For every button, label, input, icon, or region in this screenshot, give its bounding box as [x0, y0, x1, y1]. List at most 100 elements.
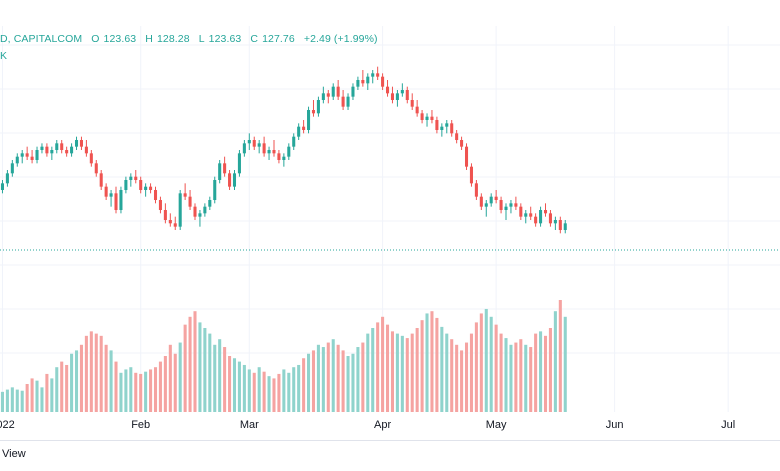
volume-bar [94, 333, 98, 412]
volume-bar [292, 367, 296, 412]
legend-high-label: H [145, 33, 153, 45]
legend-open-label: O [91, 33, 100, 45]
candle-body [45, 146, 49, 154]
volume-bar [381, 316, 385, 412]
volume-bar [25, 384, 29, 412]
candle-body [425, 116, 429, 120]
candle-body [163, 210, 167, 220]
candle-body [173, 223, 177, 227]
legend-low-value: 123.63 [208, 33, 242, 45]
volume-bar [173, 353, 177, 412]
volume-bar [539, 331, 543, 412]
volume-bar [124, 369, 128, 412]
volume-bar [70, 353, 74, 412]
candle-body [242, 143, 246, 154]
candle-body [435, 120, 439, 130]
price-volume-chart[interactable]: 2022 Feb Mar Apr May Jun Jul [0, 26, 780, 440]
volume-bar [558, 300, 562, 412]
volume-bar [302, 358, 306, 412]
volume-bar [450, 339, 454, 412]
candlestick-series [0, 66, 567, 234]
candle-body [351, 86, 355, 97]
volume-bar [193, 311, 197, 412]
candle-body [74, 140, 79, 147]
volume-bar [321, 347, 325, 412]
candle-body [237, 153, 241, 174]
candle-body [188, 196, 192, 207]
candle-body [553, 220, 557, 224]
volume-bar [430, 311, 434, 412]
candle-body [440, 126, 444, 130]
volume-bar [203, 328, 207, 412]
volume-bar [336, 344, 340, 412]
volume-bar [415, 328, 419, 412]
candle-body [149, 186, 153, 190]
candle-body [15, 156, 19, 164]
volume-bar [371, 328, 375, 412]
candle-body [489, 196, 493, 204]
volume-bar [247, 369, 251, 412]
volume-bar [297, 364, 301, 412]
candle-body [326, 93, 330, 97]
candle-body [464, 146, 469, 167]
candle-body [529, 213, 533, 217]
candle-body [445, 123, 449, 127]
volume-bar [237, 361, 241, 412]
volume-bar [341, 350, 345, 412]
volume-bar [40, 387, 44, 412]
volume-bar [390, 331, 394, 412]
legend-high-value: 128.28 [156, 33, 190, 45]
volume-bar [400, 335, 404, 412]
candle-body [558, 220, 562, 230]
time-axis: 2022 Feb Mar Apr May Jun Jul [0, 419, 735, 431]
candle-body [262, 143, 266, 154]
volume-bar [267, 376, 271, 412]
candle-body [267, 150, 271, 154]
candle-body [524, 213, 528, 217]
volume-bar [386, 324, 390, 412]
volume-bar [74, 350, 79, 412]
volume-bar [188, 316, 192, 412]
volume-bar [272, 378, 276, 412]
volume-bar [104, 344, 108, 412]
volume-bar [356, 347, 360, 412]
candle-body [35, 150, 39, 160]
volume-bar [548, 328, 552, 412]
legend-close-label: C [250, 33, 259, 45]
candle-body [144, 186, 148, 190]
candle-body [469, 166, 473, 184]
volume-bar [514, 342, 518, 412]
volume-bar [326, 342, 330, 412]
volume-bar [331, 339, 335, 412]
candle-body [539, 210, 543, 224]
candle-body [25, 153, 29, 157]
candle-body [386, 86, 390, 94]
candle-body [65, 150, 69, 154]
time-axis-tick-label: May [486, 419, 507, 431]
volume-bar [316, 344, 320, 412]
volume-bar [158, 361, 162, 412]
candle-body [331, 86, 335, 97]
volume-bar [455, 344, 459, 412]
volume-bar [376, 322, 380, 412]
volume-bar [440, 326, 444, 412]
volume-bar [228, 356, 232, 412]
candle-body [514, 203, 518, 207]
candle-body [252, 140, 256, 147]
candle-body [60, 143, 64, 150]
volume-bar [361, 342, 365, 412]
footer-view-label[interactable]: View [2, 448, 26, 460]
candle-body [193, 206, 197, 217]
candle-body [366, 76, 370, 84]
volume-bar [553, 311, 557, 412]
volume-bar [218, 339, 222, 412]
candle-body [228, 173, 232, 187]
volume-bar [242, 364, 246, 412]
volume-bar [84, 335, 88, 412]
candle-body [371, 73, 375, 77]
volume-bar [20, 390, 24, 412]
candle-body [460, 140, 464, 147]
candle-body [415, 106, 419, 114]
candle-body [356, 80, 360, 87]
candle-body [139, 180, 143, 190]
